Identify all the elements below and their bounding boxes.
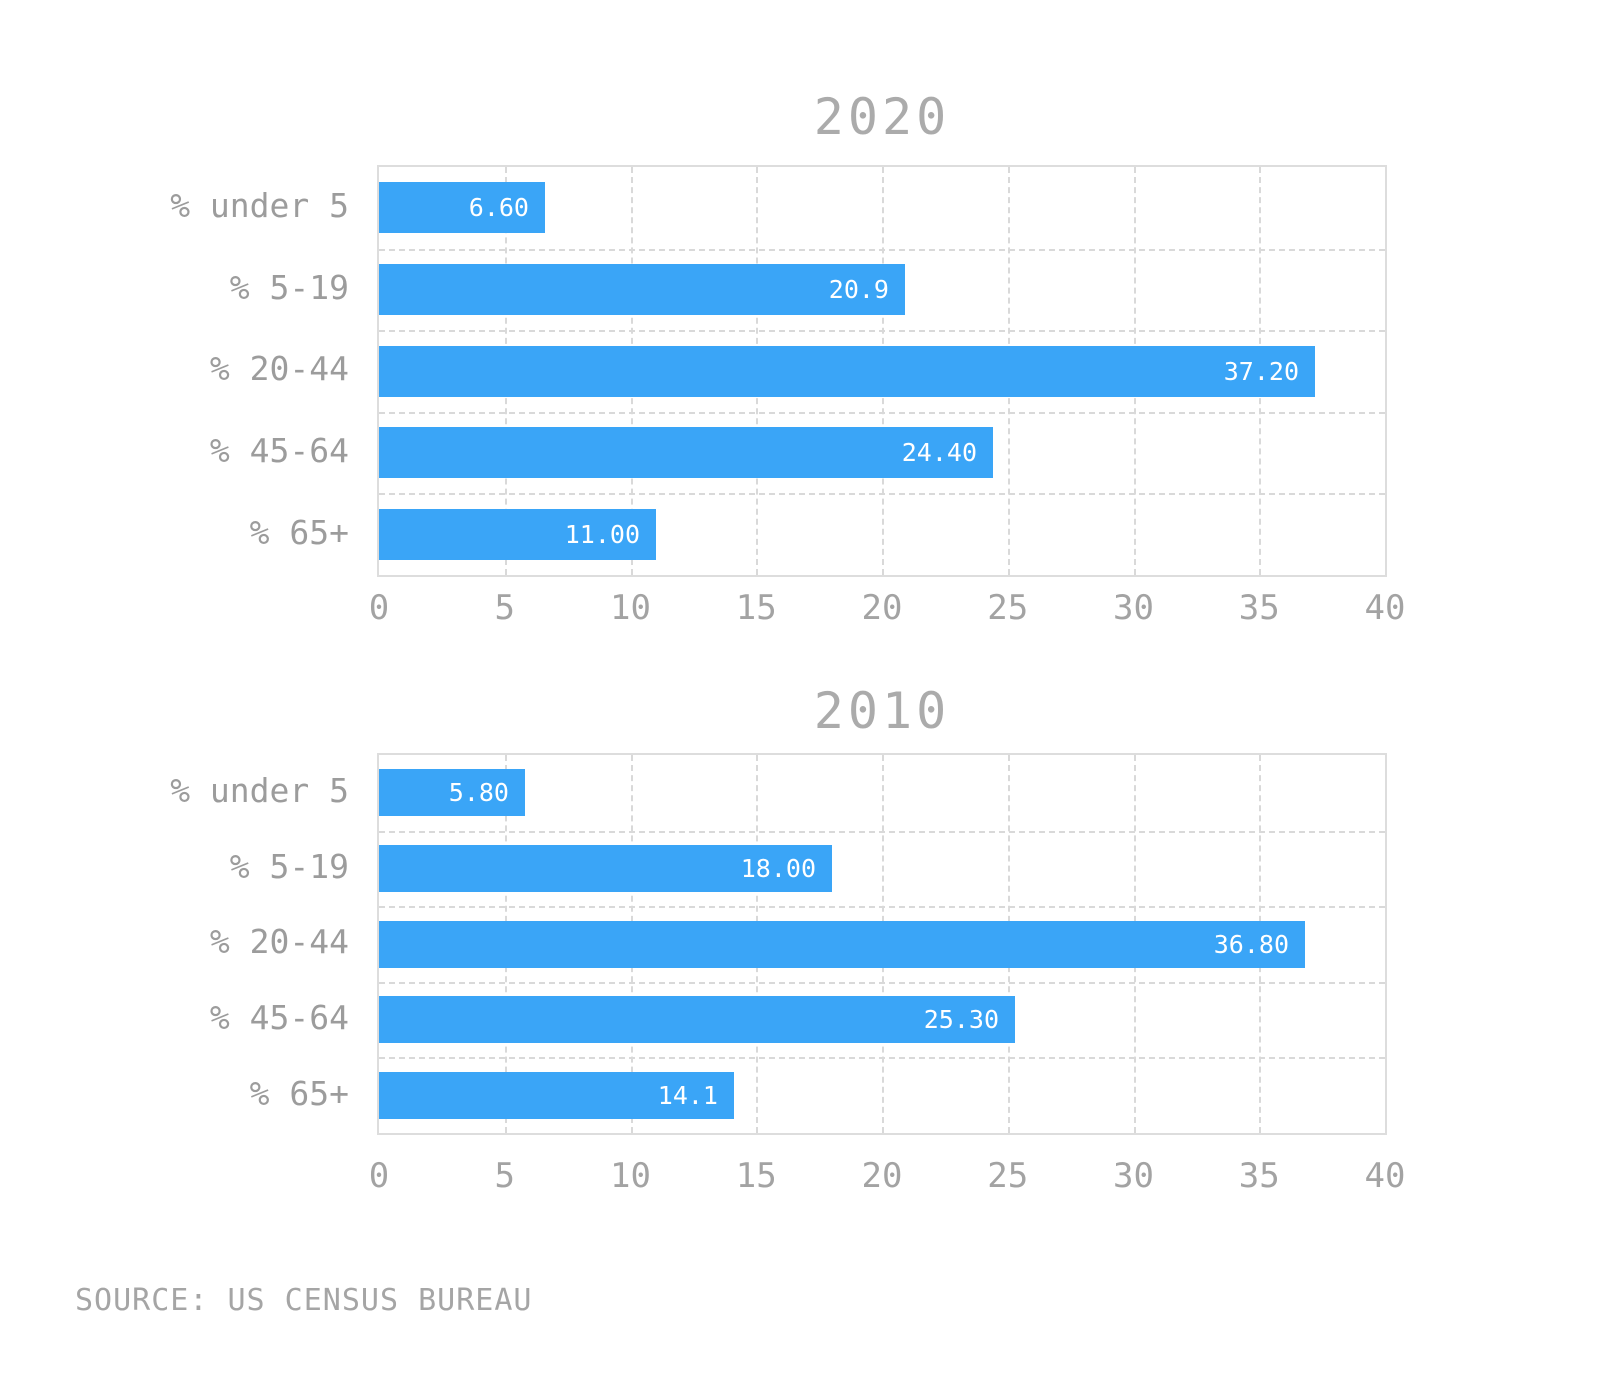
- bar: 25.30: [379, 996, 1015, 1043]
- x-tick-label: 40: [1364, 588, 1406, 628]
- chart-title: 2020: [813, 88, 951, 146]
- row-separator: [379, 982, 1385, 984]
- x-tick-label: 25: [987, 1156, 1029, 1196]
- bar: 6.60: [379, 182, 545, 233]
- bar-value-label: 36.80: [1213, 930, 1289, 959]
- category-label: % under 5: [170, 186, 349, 226]
- row-separator: [379, 906, 1385, 908]
- x-tick-label: 10: [610, 1156, 651, 1196]
- x-tick-label: 0: [368, 588, 390, 628]
- row-separator: [379, 493, 1385, 495]
- bar-value-label: 6.60: [468, 193, 529, 222]
- bar: 11.00: [379, 509, 656, 560]
- bar-value-label: 14.1: [657, 1081, 718, 1110]
- category-label: % under 5: [170, 771, 349, 811]
- bar: 37.20: [379, 346, 1315, 397]
- category-label: % 45-64: [209, 998, 349, 1038]
- category-label: % 45-64: [209, 431, 349, 471]
- category-label: % 20-44: [209, 349, 349, 389]
- row-separator: [379, 249, 1385, 251]
- x-tick-label: 30: [1113, 1156, 1154, 1196]
- bar: 14.1: [379, 1072, 734, 1119]
- bar-value-label: 25.30: [923, 1005, 999, 1034]
- category-label: % 65+: [249, 1073, 349, 1113]
- chart-title: 2010: [813, 682, 951, 740]
- row-separator: [379, 412, 1385, 414]
- x-tick-label: 5: [494, 1156, 515, 1196]
- x-axis: 0 5 10 15 20 25 30 35 40: [369, 588, 1406, 632]
- x-tick-label: 0: [368, 1156, 390, 1196]
- row-separator: [379, 1057, 1385, 1059]
- plot-area: 5.80 18.00 36.80 25.30 14.1: [377, 753, 1387, 1135]
- category-label: % 20-44: [209, 922, 349, 962]
- bar: 5.80: [379, 769, 525, 816]
- x-tick-label: 35: [1238, 1156, 1280, 1196]
- x-tick-label: 15: [735, 588, 777, 628]
- bar-value-label: 5.80: [448, 778, 509, 807]
- bar-value-label: 20.9: [828, 275, 889, 304]
- category-label: % 65+: [249, 512, 349, 552]
- category-label: % 5-19: [229, 846, 349, 886]
- row-separator: [379, 831, 1385, 833]
- x-tick-label: 20: [861, 1156, 903, 1196]
- x-axis: 0 5 10 15 20 25 30 35 40: [369, 1156, 1406, 1200]
- bar-value-label: 24.40: [901, 438, 977, 467]
- source-caption: SOURCE: US CENSUS BUREAU: [75, 1283, 533, 1318]
- x-tick-label: 20: [861, 588, 903, 628]
- category-label: % 5-19: [229, 267, 349, 307]
- category-axis: % under 5 % 5-19 % 20-44 % 45-64 % 65+: [0, 165, 349, 577]
- x-tick-label: 40: [1364, 1156, 1406, 1196]
- bar: 20.9: [379, 264, 905, 315]
- plot-area: 6.60 20.9 37.20 24.40 11.00: [377, 165, 1387, 577]
- x-tick-label: 5: [494, 588, 515, 628]
- bar-value-label: 18.00: [740, 854, 816, 883]
- bar-value-label: 11.00: [564, 520, 640, 549]
- row-separator: [379, 330, 1385, 332]
- bar: 24.40: [379, 427, 993, 478]
- x-tick-label: 25: [987, 588, 1029, 628]
- x-tick-label: 30: [1113, 588, 1154, 628]
- bar-value-label: 37.20: [1223, 357, 1299, 386]
- x-tick-label: 10: [610, 588, 651, 628]
- x-tick-label: 35: [1238, 588, 1280, 628]
- category-axis: % under 5 % 5-19 % 20-44 % 45-64 % 65+: [0, 753, 349, 1135]
- bar: 36.80: [379, 921, 1305, 968]
- bar: 18.00: [379, 845, 832, 892]
- x-tick-label: 15: [735, 1156, 777, 1196]
